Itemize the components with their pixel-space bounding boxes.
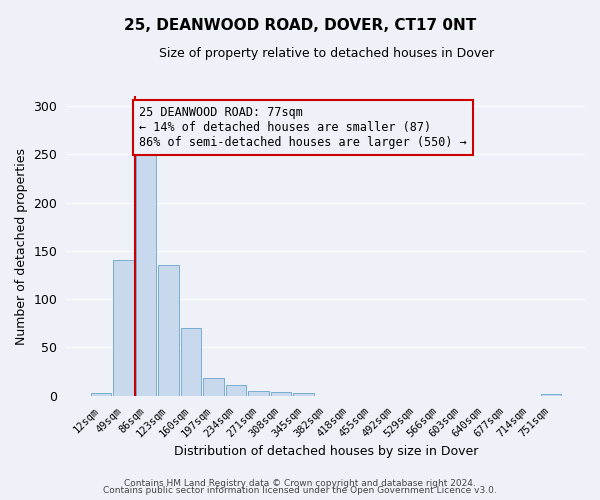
Bar [293,392,314,396]
Bar [181,328,202,396]
Bar [248,391,269,396]
Title: Size of property relative to detached houses in Dover: Size of property relative to detached ho… [158,48,494,60]
Bar [136,152,157,396]
Bar [541,394,562,396]
Bar [158,266,179,396]
Text: Contains HM Land Registry data © Crown copyright and database right 2024.: Contains HM Land Registry data © Crown c… [124,478,476,488]
Bar [91,392,112,396]
Bar [113,260,134,396]
Bar [203,378,224,396]
X-axis label: Distribution of detached houses by size in Dover: Distribution of detached houses by size … [174,444,478,458]
Text: 25 DEANWOOD ROAD: 77sqm
← 14% of detached houses are smaller (87)
86% of semi-de: 25 DEANWOOD ROAD: 77sqm ← 14% of detache… [139,106,467,149]
Bar [226,385,247,396]
Text: Contains public sector information licensed under the Open Government Licence v3: Contains public sector information licen… [103,486,497,495]
Text: 25, DEANWOOD ROAD, DOVER, CT17 0NT: 25, DEANWOOD ROAD, DOVER, CT17 0NT [124,18,476,32]
Y-axis label: Number of detached properties: Number of detached properties [15,148,28,344]
Bar [271,392,292,396]
